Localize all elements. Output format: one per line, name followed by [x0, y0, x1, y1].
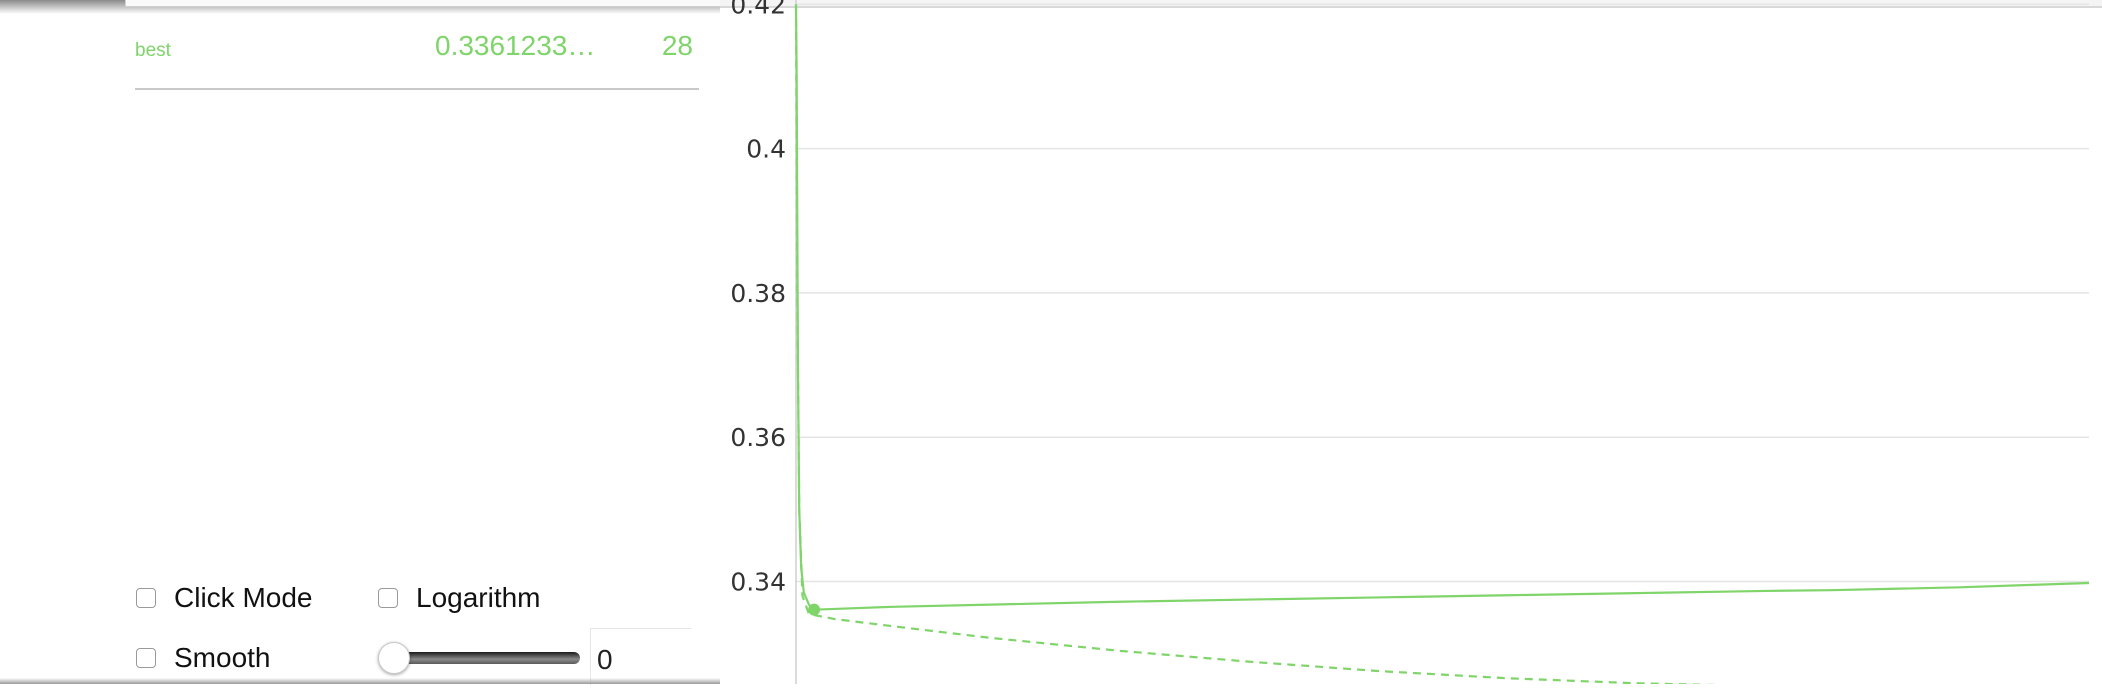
y-tick-label-3: 0.36 — [730, 423, 786, 452]
smooth-checkbox[interactable] — [136, 648, 156, 668]
loss-chart[interactable]: 0.42 0.4 0.38 0.36 0.34 — [720, 0, 2102, 688]
best-label: best — [135, 40, 171, 61]
chart-area: 0.42 0.4 0.38 0.36 0.34 — [720, 0, 2102, 688]
click-mode-toggle[interactable]: Click Mode — [136, 582, 312, 614]
click-mode-checkbox[interactable] — [136, 588, 156, 608]
smooth-slider-track[interactable] — [388, 652, 580, 664]
y-tick-labels: 0.42 0.4 0.38 0.36 0.34 — [730, 0, 786, 597]
series-line-dashed[interactable] — [794, 4, 1766, 688]
best-step: 28 — [661, 30, 693, 61]
y-tick-label-4: 0.34 — [730, 568, 786, 597]
logarithm-label: Logarithm — [416, 582, 541, 613]
results-panel: best 0.3361233… 28 Click Mode Logarithm … — [0, 0, 720, 685]
best-result-row[interactable]: best 0.3361233… 28 — [135, 22, 699, 90]
click-mode-label: Click Mode — [174, 582, 313, 613]
smooth-value: 0 — [597, 644, 613, 675]
y-tick-label-0: 0.42 — [730, 0, 786, 19]
smooth-slider-thumb[interactable] — [378, 642, 410, 674]
y-tick-label-2: 0.38 — [730, 279, 786, 308]
logarithm-toggle[interactable]: Logarithm — [378, 582, 541, 614]
bottom-scroll-edge — [0, 678, 720, 684]
best-point-marker[interactable] — [808, 603, 821, 616]
grid-lines — [796, 3, 2089, 583]
series-line-solid[interactable] — [794, 4, 2090, 611]
smooth-label: Smooth — [174, 642, 271, 673]
series-lines — [794, 4, 2090, 688]
logarithm-checkbox[interactable] — [378, 588, 398, 608]
smooth-value-box[interactable] — [590, 628, 691, 685]
y-tick-label-1: 0.4 — [746, 135, 786, 164]
best-value: 0.3361233… — [435, 30, 596, 61]
smooth-toggle[interactable]: Smooth — [136, 642, 271, 674]
